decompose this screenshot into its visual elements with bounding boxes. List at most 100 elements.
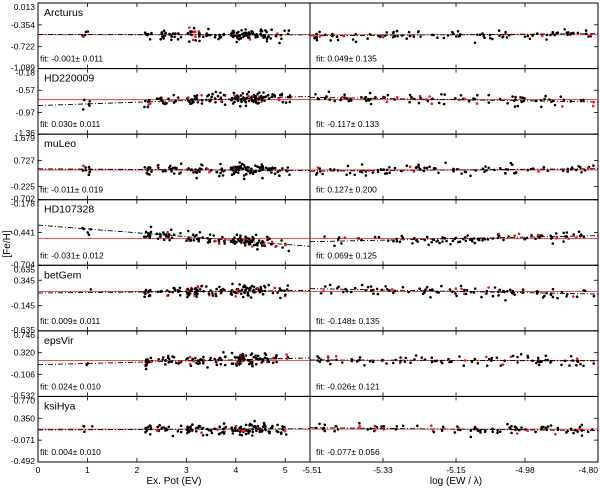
data-point (209, 289, 212, 292)
data-point (242, 163, 246, 167)
data-point (360, 238, 363, 242)
data-point (542, 165, 546, 169)
data-point (244, 28, 247, 31)
data-point (148, 424, 152, 427)
data-point (488, 36, 492, 40)
data-point (205, 98, 208, 102)
y-tick-label: -0.635 (11, 325, 35, 335)
data-point (247, 169, 250, 173)
data-point (200, 94, 203, 97)
data-point (230, 98, 233, 102)
data-point (172, 233, 176, 236)
data-point (575, 363, 578, 367)
data-point (435, 240, 438, 243)
data-point (575, 357, 579, 361)
data-point (173, 166, 177, 169)
data-point (149, 433, 152, 436)
data-point (162, 29, 166, 33)
data-point (214, 101, 217, 104)
data-point (416, 240, 420, 243)
data-point (208, 170, 211, 174)
data-point (174, 32, 177, 35)
data-point (281, 167, 284, 170)
data-point (276, 423, 279, 427)
data-point (234, 170, 238, 174)
data-point (149, 427, 153, 431)
data-point (221, 235, 224, 239)
data-point (143, 31, 147, 34)
data-point (469, 429, 473, 432)
data-point (449, 242, 452, 246)
data-point (511, 291, 514, 295)
data-point (162, 37, 165, 40)
data-point (569, 427, 573, 431)
data-point (164, 31, 167, 35)
data-point (446, 34, 450, 37)
data-point (497, 29, 501, 32)
data-point (275, 429, 279, 433)
data-point (268, 431, 271, 435)
data-point (206, 427, 209, 431)
data-point (528, 37, 532, 41)
data-point (195, 97, 199, 101)
data-point (410, 95, 413, 99)
data-point (230, 34, 233, 37)
data-point (508, 288, 512, 292)
data-point (375, 425, 379, 429)
data-point (520, 426, 523, 429)
data-point (476, 93, 479, 97)
data-point (250, 167, 253, 171)
data-point (578, 425, 582, 429)
data-point (250, 284, 254, 288)
data-point (260, 98, 264, 102)
y-tick-label: -0.441 (11, 228, 35, 238)
data-point (509, 427, 512, 431)
data-point (315, 36, 319, 40)
data-point (437, 101, 441, 105)
data-point (201, 236, 205, 239)
data-point (241, 355, 244, 358)
data-point (280, 92, 284, 96)
data-point (540, 427, 543, 430)
x-tick-label: 3 (184, 465, 189, 475)
data-point (466, 234, 469, 237)
data-point (329, 39, 333, 42)
x-tick-labels: 0 1 2 3 4 5 -5.51 -5.33 -5.15 -4.98 -4.80 (36, 465, 599, 475)
data-point (277, 97, 280, 100)
data-point (206, 366, 209, 369)
data-point (351, 38, 355, 41)
data-point (497, 234, 501, 238)
data-point (248, 424, 251, 427)
data-point (252, 237, 255, 240)
data-point (314, 93, 317, 96)
data-point (158, 423, 161, 427)
data-point (392, 291, 395, 295)
data-point (167, 233, 171, 236)
data-point (215, 363, 219, 367)
data-point (218, 33, 221, 37)
data-point (405, 164, 409, 167)
data-point (318, 360, 322, 364)
data-point (517, 232, 521, 236)
data-point (473, 427, 476, 431)
data-point (287, 29, 291, 32)
data-point (404, 356, 408, 360)
data-point (220, 291, 223, 294)
data-point (540, 34, 544, 38)
data-point (503, 290, 506, 294)
data-point (549, 234, 552, 238)
data-point (280, 239, 283, 242)
data-point (431, 288, 434, 291)
data-point (82, 425, 86, 428)
data-point (570, 166, 574, 169)
data-point (241, 430, 244, 433)
y-tick-label: -0.354 (11, 20, 35, 30)
data-point (284, 243, 287, 247)
data-point (206, 237, 209, 240)
data-point (531, 34, 534, 37)
data-point (148, 294, 152, 297)
data-point (250, 96, 253, 99)
data-point (498, 34, 501, 37)
data-point (88, 104, 91, 107)
data-point (395, 240, 399, 243)
